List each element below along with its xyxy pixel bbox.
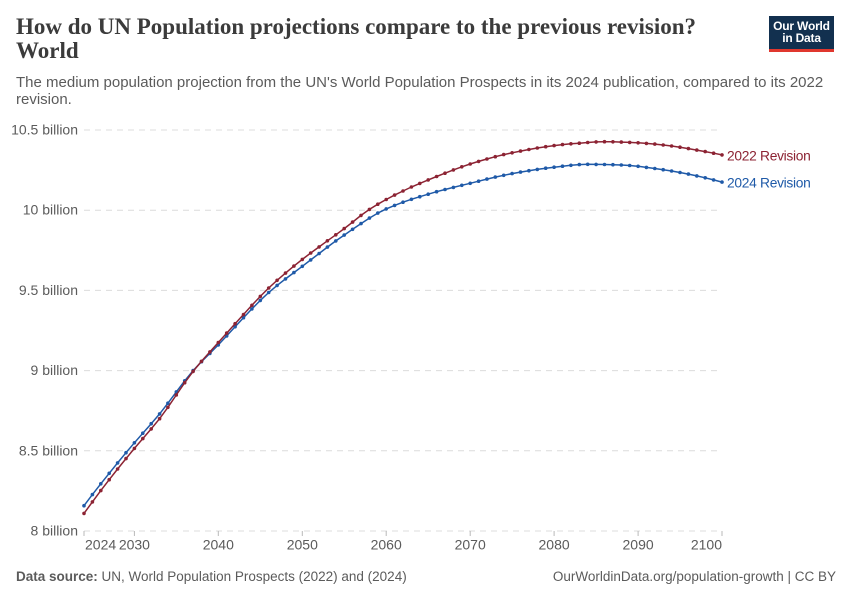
svg-text:2024 Revision: 2024 Revision [727,176,811,191]
svg-text:2040: 2040 [203,537,234,553]
svg-text:2090: 2090 [623,537,654,553]
svg-text:2030: 2030 [119,537,150,553]
svg-text:8.5 billion: 8.5 billion [19,442,78,458]
svg-text:2050: 2050 [287,537,318,553]
svg-text:2080: 2080 [539,537,570,553]
svg-text:2022 Revision: 2022 Revision [727,149,811,164]
svg-text:2024: 2024 [85,537,116,553]
svg-text:8 billion: 8 billion [31,523,78,539]
svg-text:2100: 2100 [691,537,722,553]
svg-text:9.5 billion: 9.5 billion [19,282,78,298]
svg-text:10 billion: 10 billion [23,202,78,218]
svg-text:9 billion: 9 billion [31,362,78,378]
svg-text:10.5 billion: 10.5 billion [11,122,78,138]
svg-text:2060: 2060 [371,537,402,553]
svg-text:2070: 2070 [455,537,486,553]
